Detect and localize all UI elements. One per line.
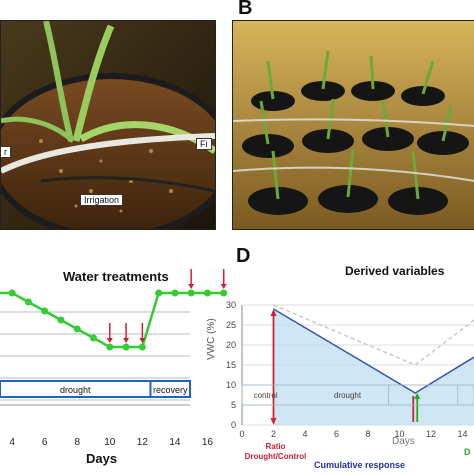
chart-c-point bbox=[106, 343, 114, 351]
chart-c-point bbox=[73, 325, 81, 333]
chart-d-ylabel: VWC (%) bbox=[206, 318, 217, 360]
chart-c-xtick-label: 16 bbox=[202, 437, 214, 448]
chart-c-point bbox=[41, 307, 49, 315]
chart-d-reference-dashed bbox=[273, 304, 474, 366]
chart-d-area-fill bbox=[273, 309, 474, 425]
chart-d-red-arrowhead bbox=[270, 418, 277, 425]
chart-c-point bbox=[8, 289, 16, 297]
chart-d-phase-label: control bbox=[254, 391, 278, 400]
chart-water-treatments: Water treatments drought recovery 4 6 8 10 12… bbox=[0, 269, 228, 466]
chart-c-phase-label: recovery bbox=[153, 385, 188, 395]
chart-d-ytick-label: 5 bbox=[231, 400, 236, 410]
chart-c-point bbox=[203, 289, 211, 297]
chart-d-xtick-label: 12 bbox=[426, 429, 436, 439]
chart-d-green-arrowhead bbox=[414, 393, 421, 399]
photo-a-label-irrigation: Irrigation bbox=[80, 194, 124, 206]
chart-c-red-arrowhead bbox=[106, 338, 113, 343]
chart-c-point bbox=[90, 334, 98, 342]
chart-c-point bbox=[57, 316, 65, 324]
chart-d-annotation-ratio: Ratio bbox=[266, 442, 286, 451]
chart-derived-variables: Derived variables VWC (%) 0 5 10 15 20 25 30 0… bbox=[206, 264, 474, 470]
chart-d-title: Derived variables bbox=[345, 264, 445, 278]
chart-d-ytick-label: 30 bbox=[226, 300, 236, 310]
chart-d-xtick-label: 4 bbox=[302, 429, 307, 439]
chart-d-ytick-label: 20 bbox=[226, 340, 236, 350]
photo-b-illustration bbox=[233, 21, 474, 229]
chart-c-point bbox=[220, 289, 228, 297]
chart-d-phase-label: drought bbox=[334, 391, 362, 400]
chart-d-xtick-label: 2 bbox=[271, 429, 276, 439]
chart-c-point bbox=[24, 298, 32, 306]
panel-b-letter: B bbox=[238, 0, 253, 19]
chart-d-xtick-label: 0 bbox=[239, 429, 244, 439]
chart-c-xtick-label: 10 bbox=[104, 437, 116, 448]
chart-d-xtick-label: 10 bbox=[394, 429, 404, 439]
chart-d-ytick-label: 15 bbox=[226, 360, 236, 370]
chart-d-phase-band bbox=[241, 384, 474, 406]
chart-c-xtick-label: 8 bbox=[74, 437, 80, 448]
chart-c-title: Water treatments bbox=[63, 269, 169, 284]
chart-c-xtick-label: 6 bbox=[42, 437, 48, 448]
chart-d-ytick-label: 0 bbox=[231, 420, 236, 430]
chart-d-xtick-label: 8 bbox=[365, 429, 370, 439]
chart-c-xtick-label: 14 bbox=[169, 437, 181, 448]
chart-d-series-line bbox=[273, 308, 474, 394]
chart-d-annotation-d: D bbox=[464, 447, 471, 457]
chart-d-red-arrowhead bbox=[270, 309, 277, 316]
chart-c-point bbox=[187, 289, 195, 297]
chart-c-xtick-label: 12 bbox=[137, 437, 149, 448]
chart-c-red-arrowhead bbox=[220, 284, 227, 289]
chart-c-xtick-label: 4 bbox=[9, 437, 15, 448]
chart-c-phase-box bbox=[149, 380, 191, 398]
chart-c-red-arrowhead bbox=[123, 338, 130, 343]
chart-c-red-arrowhead bbox=[188, 284, 195, 289]
photo-a-label-fi: Fi bbox=[196, 138, 212, 150]
chart-c-point bbox=[138, 343, 146, 351]
chart-d-xtick-label: 14 bbox=[457, 429, 467, 439]
chart-d-xlabel: Days bbox=[392, 436, 415, 447]
chart-d-ytick-label: 10 bbox=[226, 380, 236, 390]
chart-c-point bbox=[171, 289, 179, 297]
panel-d-letter: D bbox=[236, 245, 251, 267]
chart-c-xlabel: Days bbox=[86, 451, 117, 466]
photo-a-label-sensor: r bbox=[0, 146, 11, 158]
chart-d-annotation-cumulative: Cumulative response bbox=[314, 460, 405, 470]
chart-c-phase-label: drought bbox=[60, 385, 91, 395]
chart-c-point bbox=[155, 289, 163, 297]
chart-c-red-arrowhead bbox=[139, 338, 146, 343]
chart-d-xtick-label: 6 bbox=[334, 429, 339, 439]
photo-b-greenhouse bbox=[232, 20, 474, 230]
chart-c-point bbox=[122, 343, 130, 351]
chart-d-annotation-ratio: Drought/Control bbox=[245, 452, 307, 461]
chart-d-ytick-label: 25 bbox=[226, 320, 236, 330]
